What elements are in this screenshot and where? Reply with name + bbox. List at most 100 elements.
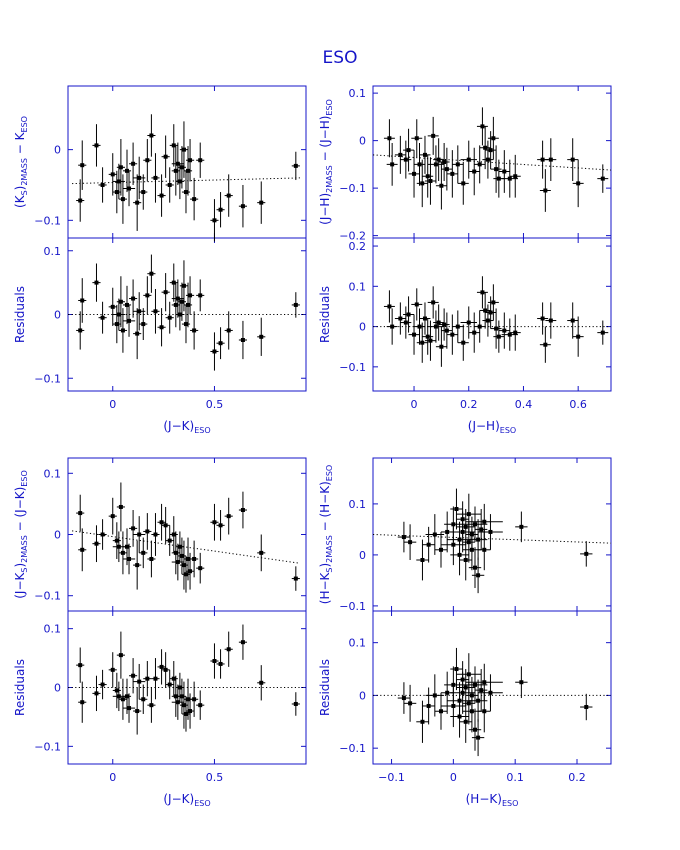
point-marker [110, 172, 115, 177]
point-marker [141, 697, 146, 702]
data-point [416, 539, 429, 581]
data-point [177, 282, 186, 321]
point-marker [173, 168, 178, 173]
point-marker [414, 302, 419, 307]
y-axis-label: Residuals [318, 286, 332, 343]
data-point [408, 150, 420, 198]
data-point [122, 304, 136, 337]
point-marker [442, 322, 447, 327]
point-marker [192, 556, 197, 561]
data-point [181, 555, 191, 593]
data-point [139, 537, 148, 569]
y-axis-label-part: 2MASS [20, 535, 29, 563]
x-tick-label: 0.2 [460, 398, 478, 411]
data-point [92, 525, 101, 563]
point-marker [259, 334, 264, 339]
point-marker [114, 322, 119, 327]
data-point [224, 497, 233, 535]
point-marker [124, 694, 129, 699]
point-marker [186, 302, 191, 307]
data-point [422, 526, 435, 563]
point-marker [469, 709, 474, 714]
data-point [129, 142, 138, 185]
data-point [92, 263, 101, 302]
point-marker [476, 735, 481, 740]
point-marker [401, 535, 406, 540]
point-marker [259, 200, 264, 205]
point-marker [519, 680, 524, 685]
data-point [479, 126, 491, 170]
y-axis-label: (J−KS)2MASS − (J−K)ESO [13, 470, 29, 599]
point-marker [149, 703, 154, 708]
point-marker [457, 552, 462, 557]
data-point [450, 647, 463, 691]
data-point [474, 145, 486, 184]
data-point [427, 286, 439, 319]
y-axis-label-part: ESO [325, 99, 334, 115]
point-marker [570, 157, 575, 162]
point-marker [439, 547, 443, 552]
point-marker [131, 673, 136, 678]
top-panel: 0.1 0 −0.1 (J−KS)2MASS − (J−K)ESO [13, 467, 306, 603]
y-tick-label: −0.1 [34, 590, 61, 603]
data-point [459, 700, 472, 743]
x-tick-label: 0.1 [506, 771, 524, 784]
data-point [450, 671, 475, 714]
point-marker [240, 338, 245, 342]
data-point [143, 276, 152, 315]
data-point [545, 138, 557, 181]
point-marker [179, 553, 184, 558]
data-point [424, 157, 436, 205]
point-marker [171, 532, 176, 537]
data-point [190, 540, 199, 578]
point-marker [390, 162, 395, 167]
data-point [457, 324, 469, 361]
data-point [416, 159, 428, 208]
data-point [169, 263, 178, 302]
data-point [118, 531, 127, 575]
data-point [185, 276, 195, 315]
point-marker [483, 308, 488, 313]
y-tick-label: 0.1 [44, 467, 62, 480]
point-marker [466, 672, 471, 677]
data-point [76, 494, 85, 532]
data-point [98, 519, 107, 550]
data-point [118, 678, 127, 720]
point-marker [188, 293, 193, 298]
point-marker [466, 157, 471, 162]
point-marker [444, 328, 449, 333]
point-marker [420, 340, 425, 345]
data-point [475, 669, 488, 712]
point-marker [175, 296, 180, 301]
x-tick-label: 0 [450, 771, 457, 784]
x-axis-label-sub: ESO [502, 799, 518, 808]
data-point [147, 254, 156, 293]
point-marker [576, 181, 581, 186]
data-point [468, 312, 480, 353]
point-marker [153, 175, 158, 180]
point-marker [463, 524, 468, 529]
point-marker [417, 162, 422, 167]
data-point [394, 135, 406, 174]
point-marker [387, 136, 392, 141]
data-point [456, 653, 482, 696]
data-point [478, 690, 491, 733]
point-marker [479, 688, 484, 693]
point-marker [426, 703, 431, 708]
point-marker [293, 163, 298, 168]
point-marker [100, 315, 105, 320]
data-point [427, 116, 439, 155]
point-marker [488, 529, 493, 534]
point-marker [145, 676, 150, 681]
point-marker [116, 179, 121, 184]
point-marker [127, 318, 132, 323]
data-point [485, 296, 497, 329]
data-point [224, 174, 233, 217]
point-marker [442, 160, 447, 164]
data-point [408, 314, 420, 355]
top-panel: 0.1 0 −0.1 −0.2 (J−H)2MASS − (J−H)ESO [318, 87, 612, 243]
data-point [383, 119, 395, 158]
y-tick-label: 0 [359, 549, 366, 562]
data-point [78, 528, 87, 572]
